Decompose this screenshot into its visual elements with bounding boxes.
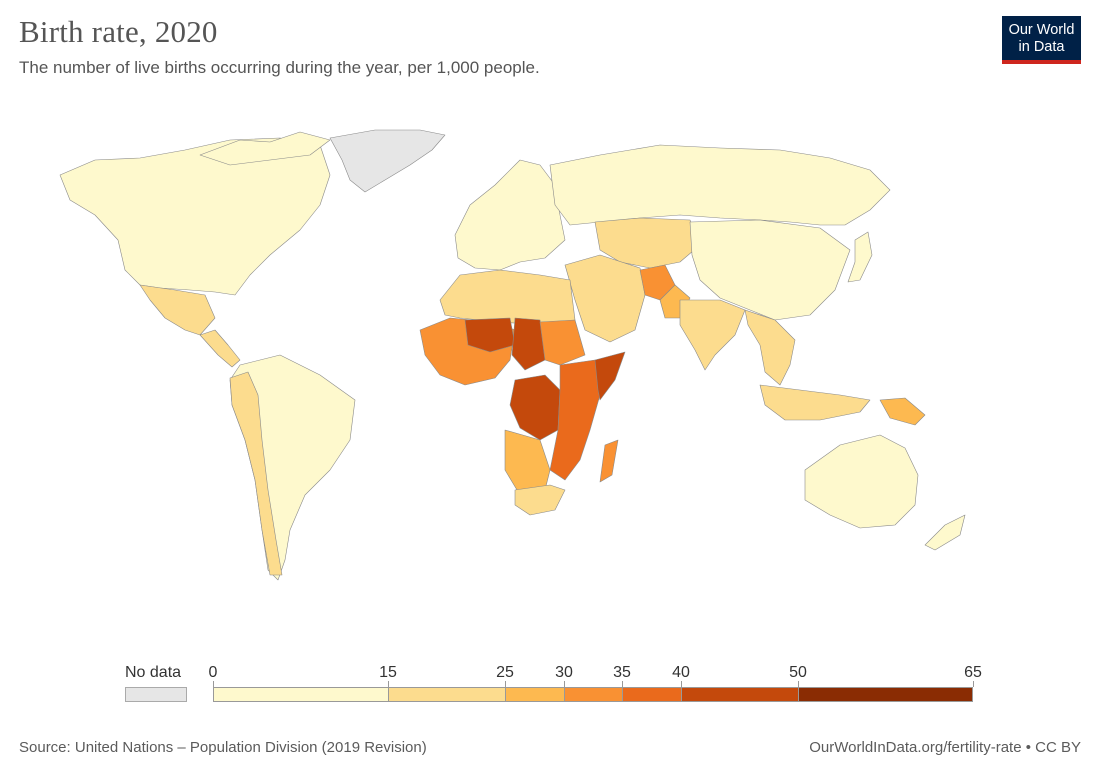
legend-bin-15-25[interactable] [388,687,505,702]
legend-no-data-label: No data [125,664,182,681]
region-madagascar[interactable] [599,439,619,483]
region-arctic-islands[interactable] [199,131,331,166]
region-sudan[interactable] [539,319,586,366]
world-map [59,129,966,581]
legend-tick-label-25: 25 [496,664,514,681]
region-mexico[interactable] [139,284,216,336]
region-europe[interactable] [454,159,566,271]
region-north-america[interactable] [59,137,331,296]
region-north-africa[interactable] [439,269,576,326]
license-link[interactable]: OurWorldInData.org/fertility-rate • CC B… [809,739,1081,756]
legend-tick-mark-50 [798,681,799,687]
legend-bin-0-15[interactable] [213,687,388,702]
legend-tick-mark-30 [564,681,565,687]
legend-bin-40-50[interactable] [681,687,798,702]
region-andean-countries[interactable] [229,371,283,576]
chart-title: Birth rate, 2020 [19,14,218,49]
region-indonesia[interactable] [759,384,871,421]
logo-line-1: Our World [1008,22,1075,38]
legend-bin-35-40[interactable] [622,687,681,702]
region-india[interactable] [679,299,746,371]
owid-logo[interactable]: Our World in Data [1002,16,1081,64]
region-papua-new-guinea[interactable] [879,397,926,426]
legend-tick-label-50: 50 [789,664,807,681]
region-japan[interactable] [847,231,873,283]
legend-tick-label-0: 0 [208,664,218,681]
legend-tick-mark-0 [213,681,214,687]
region-niger[interactable] [464,317,516,353]
legend-tick-label-35: 35 [613,664,631,681]
legend-bin-25-30[interactable] [505,687,564,702]
logo-line-2: in Data [1018,39,1065,55]
region-middle-east[interactable] [564,254,646,343]
region-greenland[interactable] [329,129,446,193]
region-central-america[interactable] [199,329,241,368]
legend-bin-30-35[interactable] [564,687,622,702]
region-china[interactable] [689,219,851,321]
legend-tick-label-40: 40 [672,664,690,681]
legend-bin-50-65[interactable] [798,687,973,702]
legend-no-data-swatch [125,687,187,702]
legend-tick-mark-15 [388,681,389,687]
region-southern-africa[interactable] [504,429,551,496]
region-somalia[interactable] [594,351,626,401]
region-new-zealand[interactable] [924,514,966,551]
legend-tick-mark-25 [505,681,506,687]
region-russia[interactable] [549,144,891,226]
legend-tick-mark-40 [681,681,682,687]
chart-subtitle: The number of live births occurring duri… [19,58,540,77]
legend-tick-label-30: 30 [555,664,573,681]
region-central-asia[interactable] [594,217,701,269]
region-dr-congo[interactable] [509,374,561,441]
legend-tick-label-65: 65 [964,664,982,681]
logo-accent-bar [1002,60,1081,64]
legend-tick-mark-35 [622,681,623,687]
region-south-africa[interactable] [514,484,566,516]
source-note: Source: United Nations – Population Divi… [19,739,427,756]
legend-tick-mark-65 [973,681,974,687]
region-chad[interactable] [511,317,546,371]
legend-tick-label-15: 15 [379,664,397,681]
region-australia[interactable] [804,434,919,529]
region-southeast-asia[interactable] [744,309,796,386]
